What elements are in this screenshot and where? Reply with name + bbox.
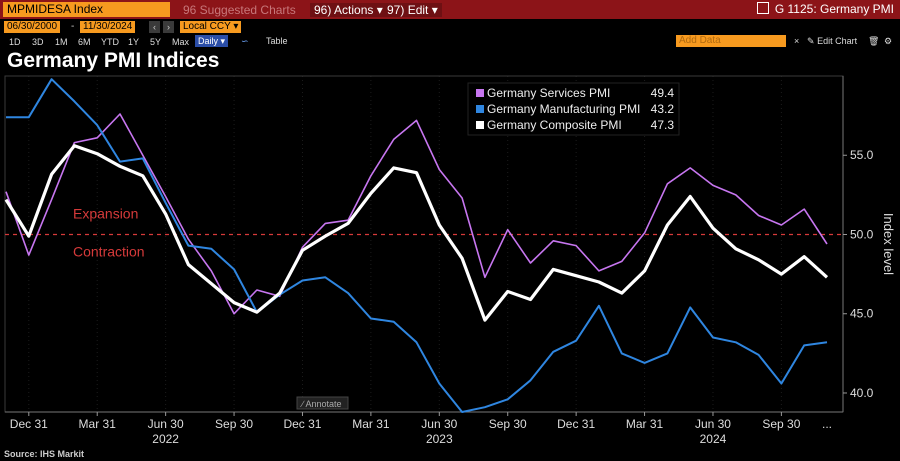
toolbar-top: MPMIDESA Index 96 Suggested Charts 96) A… xyxy=(0,0,900,19)
x-tick-label: Jun 30 xyxy=(695,417,731,431)
popout-icon[interactable] xyxy=(756,2,769,14)
period-3d[interactable]: 3D xyxy=(32,37,44,47)
window-title: G 1125: Germany PMI xyxy=(756,2,894,17)
window-title-text: G 1125: Germany PMI xyxy=(774,2,894,16)
legend-services-value: 49.4 xyxy=(651,86,675,100)
period-5y[interactable]: 5Y xyxy=(150,37,162,47)
period-6m[interactable]: 6M xyxy=(78,37,91,47)
currency-label: Local CCY xyxy=(183,21,231,32)
y-tick-label: 50.0 xyxy=(850,227,874,241)
period-max[interactable]: Max xyxy=(172,37,190,47)
ticker-field[interactable]: MPMIDESA Index xyxy=(3,2,170,17)
x-tick-label: Jun 30 xyxy=(421,417,457,431)
chevron-down-icon: ▾ xyxy=(376,3,383,17)
year-label: 2024 xyxy=(700,432,727,446)
legend-composite-name: Germany Composite PMI xyxy=(487,118,622,132)
date-separator: - xyxy=(71,21,75,32)
services-pmi-line xyxy=(5,113,828,315)
period-1y[interactable]: 1Y xyxy=(128,37,140,47)
period-1d[interactable]: 1D xyxy=(9,37,21,47)
period-1m[interactable]: 1M xyxy=(55,37,68,47)
legend-composite-swatch xyxy=(476,121,484,129)
legend-services-name: Germany Services PMI xyxy=(487,86,610,100)
legend-manufacturing-value: 43.2 xyxy=(651,102,675,116)
toolbar-periods: 1D 3D 1M 6M YTD 1Y 5Y Max Daily ▾ ∽ Tabl… xyxy=(0,34,900,48)
x-tick-label: Sep 30 xyxy=(215,417,253,431)
frequency-select[interactable]: Daily ▾ xyxy=(195,35,229,47)
plot-frame xyxy=(4,75,844,413)
y-axis-title: Index level xyxy=(881,213,896,275)
composite-pmi-line xyxy=(4,144,829,322)
x-tick-label: Dec 31 xyxy=(557,417,595,431)
legend-manufacturing-name: Germany Manufacturing PMI xyxy=(487,102,640,116)
x-tick-label: Dec 31 xyxy=(10,417,48,431)
frequency-label: Daily xyxy=(198,36,219,46)
actions-number: 96) xyxy=(314,3,332,17)
toolbar-dates: 06/30/2000 - 11/30/2024 ‹ › Local CCY ▾ xyxy=(0,19,900,34)
trash-icon[interactable]: 🗑 xyxy=(868,36,880,46)
x-tick-label: Jun 30 xyxy=(148,417,184,431)
manufacturing-pmi-line xyxy=(6,78,828,413)
y-tick-label: 55.0 xyxy=(850,148,874,162)
edit-label: Edit xyxy=(407,3,429,17)
legend-manufacturing-swatch xyxy=(476,105,484,113)
close-icon[interactable]: × xyxy=(794,36,800,46)
y-tick-label: 45.0 xyxy=(850,307,874,321)
prev-arrow-icon[interactable]: ‹ xyxy=(149,21,160,33)
edit-menu[interactable]: 97) Edit ▾ xyxy=(383,3,442,17)
expansion-label: Expansion xyxy=(73,205,138,221)
series-lines xyxy=(4,78,829,413)
chart-title: Germany PMI Indices xyxy=(7,49,220,72)
annotate-button xyxy=(296,396,349,410)
chevron-down-icon: ▾ xyxy=(220,36,226,46)
edit-number: 97) xyxy=(387,3,405,17)
x-tick-label: Mar 31 xyxy=(626,417,664,431)
actions-menu[interactable]: 96) Actions ▾ xyxy=(310,3,387,17)
x-axis-labels: Dec 31 Mar 31 Jun 30 Sep 30 Dec 31 Mar 31 Jun … xyxy=(10,412,832,446)
line-chart-icon[interactable]: ∽ xyxy=(241,36,249,46)
x-tick-label: ... xyxy=(822,417,832,431)
y-tick-label: 40.0 xyxy=(850,386,874,400)
suggested-charts-button[interactable]: 96 Suggested Charts xyxy=(183,3,296,17)
add-data-field[interactable]: Add Data xyxy=(676,35,786,47)
source-note: Source: IHS Markit xyxy=(4,449,85,459)
annotate-label: ∕ Annotate xyxy=(300,399,342,409)
start-date-field[interactable]: 06/30/2000 xyxy=(4,21,61,33)
x-tick-label: Mar 31 xyxy=(352,417,390,431)
table-button[interactable]: Table xyxy=(266,36,288,46)
edit-chart-button[interactable]: ✎ Edit Chart xyxy=(807,35,857,47)
pencil-icon: ✎ xyxy=(807,36,815,46)
year-label: 2023 xyxy=(426,432,453,446)
gear-icon[interactable]: ⚙ xyxy=(884,36,893,46)
currency-select[interactable]: Local CCY ▾ xyxy=(180,21,242,33)
x-tick-label: Sep 30 xyxy=(762,417,800,431)
chevron-down-icon: ▾ xyxy=(431,3,438,17)
annotations: Expansion Contraction ∕ Annotate xyxy=(73,205,349,410)
period-ytd[interactable]: YTD xyxy=(101,37,119,47)
gridlines xyxy=(28,76,782,412)
x-tick-label: Mar 31 xyxy=(79,417,117,431)
x-tick-label: Sep 30 xyxy=(489,417,527,431)
next-arrow-icon[interactable]: › xyxy=(163,21,174,33)
x-tick-label: Dec 31 xyxy=(283,417,321,431)
legend-composite-value: 47.3 xyxy=(651,118,675,132)
year-label: 2022 xyxy=(152,432,179,446)
legend-box xyxy=(467,82,680,136)
legend-services-swatch xyxy=(476,89,484,97)
y-axis-labels: 40.0 45.0 50.0 55.0 Index level xyxy=(843,148,896,400)
actions-label: Actions xyxy=(334,3,374,17)
contraction-label: Contraction xyxy=(73,243,145,259)
edit-chart-label: Edit Chart xyxy=(817,36,858,46)
chevron-down-icon: ▾ xyxy=(233,21,239,32)
end-date-field[interactable]: 11/30/2024 xyxy=(80,21,136,33)
legend: Germany Services PMI 49.4 Germany Manufact… xyxy=(467,82,680,136)
